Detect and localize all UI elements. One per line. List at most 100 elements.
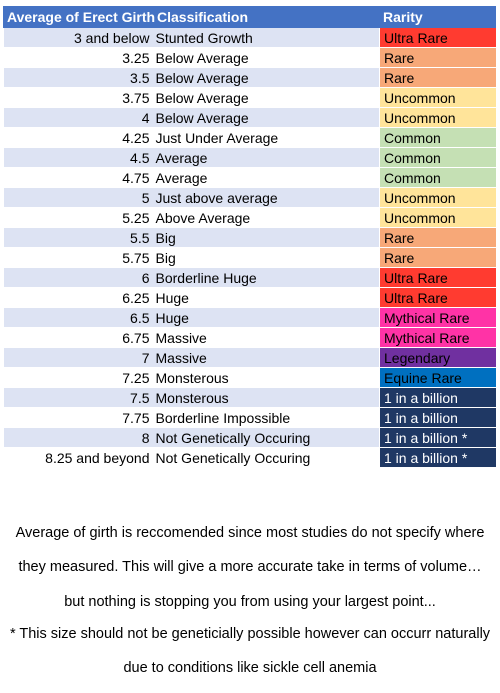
classification-cell: Monsterous (153, 367, 380, 388)
table-row: 3 and below Stunted Growth Ultra Rare (3, 27, 496, 48)
classification-cell: Huge (153, 287, 380, 308)
genetic-possibility-footnote: * This size should not be geneticially p… (0, 609, 500, 693)
table-row: 5 Just above average Uncommon (3, 187, 496, 208)
rarity-cell: Common (379, 167, 496, 188)
classification-cell: Below Average (153, 47, 380, 68)
classification-cell: Above Average (153, 207, 380, 228)
rarity-cell: Rare (379, 47, 496, 68)
table-row: 8.25 and beyond Not Genetically Occuring 1… (3, 447, 496, 468)
table-row: 7 Massive Legendary (3, 347, 496, 368)
table-row: 3.25 Below Average Rare (3, 47, 496, 68)
rarity-cell: 1 in a billion (379, 407, 496, 428)
girth-size-cell: 3.5 (3, 67, 154, 88)
girth-size-cell: 3 and below (3, 27, 154, 48)
rarity-cell: Rare (379, 227, 496, 248)
girth-size-cell: 8.25 and beyond (3, 447, 154, 468)
table-row: 6.25 Huge Ultra Rare (3, 287, 496, 308)
footnote-line: due to conditions like sickle cell anemi… (123, 660, 377, 676)
table-row: 4.25 Just Under Average Common (3, 127, 496, 148)
girth-size-cell: 6.25 (3, 287, 154, 308)
girth-size-cell: 6.5 (3, 307, 154, 328)
classification-cell: Monsterous (153, 387, 380, 408)
classification-cell: Not Genetically Occuring (153, 447, 380, 468)
table-row: 3.5 Below Average Rare (3, 67, 496, 88)
classification-cell: Just above average (153, 187, 380, 208)
girth-size-cell: 4.5 (3, 147, 154, 168)
table-body: 3 and below Stunted Growth Ultra Rare 3.25 B… (3, 27, 496, 468)
rarity-cell: Common (379, 127, 496, 148)
header-rarity: Rarity (379, 6, 496, 28)
note-line: but nothing is stopping you from using y… (64, 593, 436, 610)
girth-size-cell: 3.25 (3, 47, 154, 68)
girth-rarity-table: Average of Erect Girth Classification Ra… (3, 6, 496, 468)
girth-size-cell: 4.25 (3, 127, 154, 148)
classification-cell: Big (153, 247, 380, 268)
classification-cell: Not Genetically Occuring (153, 427, 380, 448)
rarity-cell: Uncommon (379, 207, 496, 228)
rarity-cell: 1 in a billion (379, 387, 496, 408)
girth-size-cell: 6.75 (3, 327, 154, 348)
girth-size-cell: 5.25 (3, 207, 154, 228)
girth-size-cell: 4.75 (3, 167, 154, 188)
girth-size-cell: 5 (3, 187, 154, 208)
classification-cell: Below Average (153, 67, 380, 88)
rarity-cell: 1 in a billion * (379, 447, 496, 468)
girth-measurement-note: Average of girth is reccomended since mo… (0, 508, 500, 626)
rarity-cell: Common (379, 147, 496, 168)
classification-cell: Average (153, 167, 380, 188)
rarity-cell: Uncommon (379, 87, 496, 108)
girth-size-cell: 4 (3, 107, 154, 128)
table-row: 6.5 Huge Mythical Rare (3, 307, 496, 328)
girth-size-cell: 5.5 (3, 227, 154, 248)
classification-cell: Average (153, 147, 380, 168)
girth-size-cell: 7 (3, 347, 154, 368)
note-line: Average of girth is reccomended since mo… (15, 524, 485, 541)
rarity-cell: Ultra Rare (379, 287, 496, 308)
table-row: 5.5 Big Rare (3, 227, 496, 248)
girth-size-cell: 3.75 (3, 87, 154, 108)
classification-cell: Stunted Growth (153, 27, 380, 48)
girth-size-cell: 7.75 (3, 407, 154, 428)
rarity-cell: Rare (379, 247, 496, 268)
rarity-cell: Uncommon (379, 107, 496, 128)
table-row: 7.5 Monsterous 1 in a billion (3, 387, 496, 408)
rarity-cell: Mythical Rare (379, 307, 496, 328)
rarity-cell: Ultra Rare (379, 27, 496, 48)
table-row: 3.75 Below Average Uncommon (3, 87, 496, 108)
table-row: 7.25 Monsterous Equine Rare (3, 367, 496, 388)
footnote-line: * This size should not be geneticially p… (9, 625, 491, 642)
table-row: 6.75 Massive Mythical Rare (3, 327, 496, 348)
table-row: 5.25 Above Average Uncommon (3, 207, 496, 228)
classification-cell: Just Under Average (153, 127, 380, 148)
girth-size-cell: 8 (3, 427, 154, 448)
classification-cell: Borderline Impossible (153, 407, 380, 428)
table-row: 5.75 Big Rare (3, 247, 496, 268)
classification-cell: Below Average (153, 107, 380, 128)
rarity-cell: Equine Rare (379, 367, 496, 388)
rarity-cell: Mythical Rare (379, 327, 496, 348)
table-row: 6 Borderline Huge Ultra Rare (3, 267, 496, 288)
classification-cell: Massive (153, 327, 380, 348)
girth-size-cell: 7.5 (3, 387, 154, 408)
note-line: they measured. This will give a more acc… (18, 559, 482, 575)
girth-size-cell: 5.75 (3, 247, 154, 268)
table-header-row: Average of Erect Girth Classification Ra… (3, 6, 496, 28)
classification-cell: Big (153, 227, 380, 248)
rarity-chart-sheet: Average of Erect Girth Classification Ra… (0, 6, 500, 676)
header-size: Average of Erect Girth (3, 6, 155, 28)
table-row: 7.75 Borderline Impossible 1 in a billion (3, 407, 496, 428)
table-row: 4.5 Average Common (3, 147, 496, 168)
classification-cell: Borderline Huge (153, 267, 380, 288)
classification-cell: Below Average (153, 87, 380, 108)
rarity-cell: Uncommon (379, 187, 496, 208)
rarity-cell: 1 in a billion * (379, 427, 496, 448)
rarity-cell: Ultra Rare (379, 267, 496, 288)
table-row: 4.75 Average Common (3, 167, 496, 188)
classification-cell: Massive (153, 347, 380, 368)
table-row: 4 Below Average Uncommon (3, 107, 496, 128)
rarity-cell: Legendary (379, 347, 496, 368)
girth-size-cell: 7.25 (3, 367, 154, 388)
table-row: 8 Not Genetically Occuring 1 in a billion … (3, 427, 496, 448)
rarity-cell: Rare (379, 67, 496, 88)
classification-cell: Huge (153, 307, 380, 328)
